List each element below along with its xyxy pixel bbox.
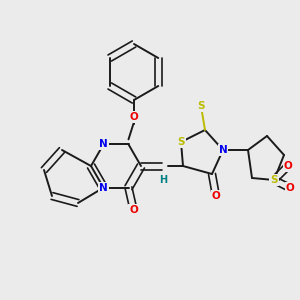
Text: S: S <box>197 101 205 111</box>
Text: S: S <box>270 175 278 185</box>
Text: O: O <box>129 205 138 215</box>
Text: N: N <box>99 139 108 149</box>
Text: O: O <box>212 191 220 201</box>
Text: O: O <box>130 112 138 122</box>
Text: N: N <box>219 145 227 155</box>
Text: S: S <box>177 137 185 147</box>
Text: H: H <box>159 175 167 185</box>
Text: N: N <box>99 183 108 193</box>
Text: O: O <box>286 183 294 193</box>
Text: O: O <box>284 161 292 171</box>
